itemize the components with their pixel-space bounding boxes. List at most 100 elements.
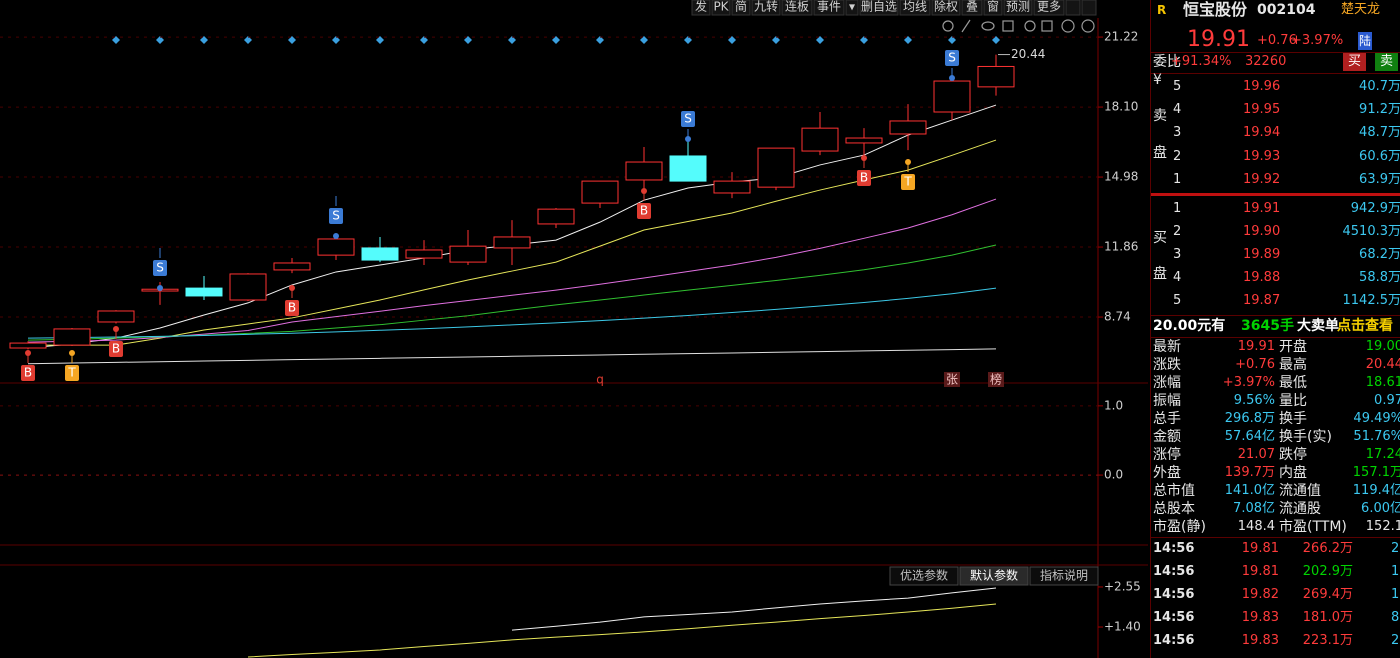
buy-button[interactable]: 买 xyxy=(1343,53,1367,71)
toolbar-button[interactable] xyxy=(1033,0,1065,16)
indicator-tab[interactable] xyxy=(1029,566,1099,586)
signal-label: S xyxy=(684,112,692,126)
sell-button[interactable]: 卖 xyxy=(1375,53,1399,71)
trade-price: 19.83 xyxy=(1241,633,1279,648)
toolbar-button[interactable] xyxy=(931,0,961,16)
toolbar-button[interactable] xyxy=(961,0,983,16)
trade-price: 19.82 xyxy=(1241,587,1279,602)
toolbar-button[interactable] xyxy=(1003,0,1033,16)
trade-count: 159 xyxy=(1391,564,1400,579)
signal-badge xyxy=(285,300,299,316)
toolbar-label[interactable]: 更多 xyxy=(1037,0,1061,14)
signal-diamond xyxy=(596,36,604,44)
toolbar-button[interactable] xyxy=(1081,0,1097,16)
toolbar-button[interactable] xyxy=(983,0,1003,16)
stat-value: 119.4亿 xyxy=(1352,483,1400,498)
toolbar-button[interactable] xyxy=(691,0,711,16)
toolbar-button[interactable] xyxy=(899,0,931,16)
bid-price: 19.89 xyxy=(1243,247,1281,262)
signal-diamond xyxy=(508,36,516,44)
toolbar-label[interactable]: 简 xyxy=(735,0,747,14)
toolbar-button[interactable] xyxy=(711,0,731,16)
change: +0.76 xyxy=(1257,33,1297,48)
signal-diamond xyxy=(200,36,208,44)
copy-icon[interactable] xyxy=(1041,20,1053,32)
stat-value: 148.4 xyxy=(1237,519,1275,534)
candle-body xyxy=(537,208,575,225)
bid-level: 1 xyxy=(1173,201,1182,216)
big-order-text: 20.00元有 xyxy=(1153,318,1226,334)
bid-level: 3 xyxy=(1173,247,1182,262)
big-order-text[interactable]: 点击查看 xyxy=(1337,318,1393,334)
y-tick-label: 21.22 xyxy=(1104,30,1138,44)
bid-price: 19.87 xyxy=(1243,293,1281,308)
toolbar-label[interactable]: PK xyxy=(713,0,729,14)
toolbar-button[interactable] xyxy=(813,0,845,16)
toolbar-label[interactable]: 连板 xyxy=(785,0,809,14)
indicator-tab[interactable] xyxy=(889,566,959,586)
toolbar-button[interactable] xyxy=(859,0,899,16)
candle-body xyxy=(933,80,971,113)
candle-body xyxy=(625,161,663,181)
pen-icon[interactable] xyxy=(961,19,971,33)
stat-label: 总市值 xyxy=(1153,483,1195,499)
eye-icon[interactable] xyxy=(981,21,995,31)
separator xyxy=(1151,537,1400,538)
toolbar-label[interactable]: 九转 xyxy=(754,0,778,14)
toolbar-label[interactable]: 预测 xyxy=(1006,0,1030,14)
toolbar-label[interactable]: ▾ xyxy=(849,0,855,14)
settings-icon[interactable] xyxy=(942,20,954,32)
stat-value: 51.76% xyxy=(1353,429,1400,444)
candle-body xyxy=(889,120,927,135)
indicator-tab-label[interactable]: 指标说明 xyxy=(1040,568,1088,583)
ask-side-label: 盘 xyxy=(1153,145,1167,161)
bid-side-label: 盘 xyxy=(1153,266,1167,282)
separator xyxy=(1151,337,1400,338)
camera-icon[interactable] xyxy=(1024,20,1036,32)
trash-icon[interactable] xyxy=(1002,20,1014,32)
market-flag: R xyxy=(1157,3,1167,17)
signal-diamond xyxy=(288,36,296,44)
related-stock[interactable]: 楚天龙 xyxy=(1341,2,1381,17)
candle-body xyxy=(53,328,91,346)
trade-count: 82 xyxy=(1391,610,1400,625)
price: 19.91 xyxy=(1187,27,1250,52)
toolbar-button[interactable] xyxy=(731,0,751,16)
toolbar-label[interactable]: 除权 xyxy=(934,0,958,14)
trade-time: 14:56 xyxy=(1153,633,1195,648)
toolbar-label[interactable]: 删自选 xyxy=(861,0,897,14)
indicator-tab-label[interactable]: 默认参数 xyxy=(970,568,1018,583)
marker-badge xyxy=(944,372,960,387)
toolbar-button[interactable] xyxy=(845,0,859,16)
toolbar-label[interactable]: 叠 xyxy=(966,0,978,14)
zoom-in-icon[interactable] xyxy=(1061,19,1075,33)
toolbar-button[interactable] xyxy=(781,0,813,16)
y-tick-label: 18.10 xyxy=(1104,100,1138,114)
trade-count: 204 xyxy=(1391,633,1400,648)
candle-body xyxy=(977,65,1015,88)
stat-value: 0.97 xyxy=(1374,393,1400,408)
zoom-out-icon[interactable] xyxy=(1081,19,1095,33)
toolbar-button[interactable] xyxy=(1065,0,1081,16)
signal-label: T xyxy=(67,366,76,380)
stat-value: 21.07 xyxy=(1237,447,1275,462)
trade-volume: 269.4万 xyxy=(1302,587,1353,602)
toolbar-label[interactable]: 窗 xyxy=(987,0,999,14)
tool-icons xyxy=(942,19,1095,33)
candle-body xyxy=(493,236,531,249)
indicator-tab[interactable] xyxy=(959,566,1029,586)
signal-label: B xyxy=(288,301,296,315)
toolbar-label[interactable]: 均线 xyxy=(903,0,927,14)
signal-badge xyxy=(637,203,651,219)
toolbar-label[interactable]: 发 xyxy=(695,0,707,14)
signal-diamond xyxy=(684,36,692,44)
signal-dot xyxy=(25,350,31,356)
toolbar-label[interactable]: 事件 xyxy=(817,0,841,14)
stat-label: 换手(实) xyxy=(1279,429,1332,445)
indicator-tab-label[interactable]: 优选参数 xyxy=(900,568,948,583)
signal-dot xyxy=(949,75,955,81)
bid-volume: 942.9万 xyxy=(1350,201,1400,216)
toolbar-button[interactable] xyxy=(751,0,781,16)
stat-value: 9.56% xyxy=(1233,393,1275,408)
bid-volume: 58.8万 xyxy=(1359,270,1400,285)
